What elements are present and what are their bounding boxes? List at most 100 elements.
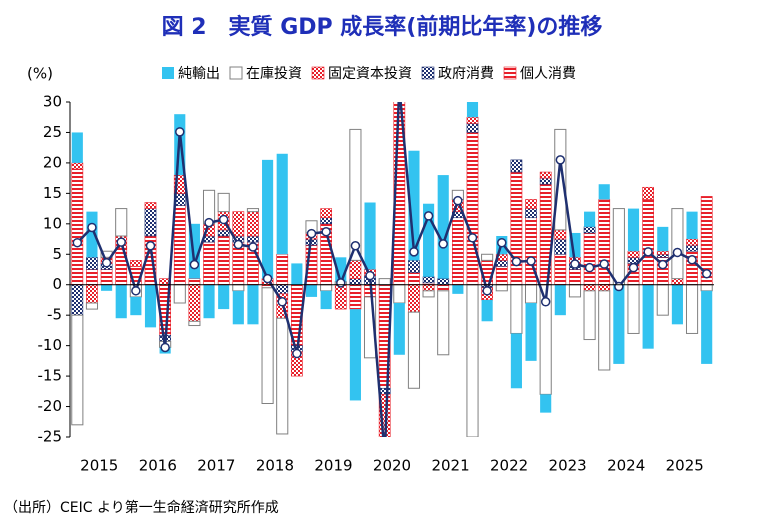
bar-segment	[320, 290, 332, 310]
bar-segment	[466, 102, 479, 118]
bar-segment	[408, 284, 420, 313]
bar-segment	[232, 211, 245, 237]
bar-segment	[524, 284, 538, 304]
bar-segment	[276, 253, 289, 286]
bar-segment	[540, 394, 552, 413]
bar-segment	[437, 284, 450, 292]
bar-segment	[642, 284, 654, 349]
bar-segment	[305, 284, 318, 297]
bar-segment	[393, 284, 406, 304]
bar-segment	[247, 284, 259, 325]
total-marker	[101, 258, 112, 268]
bar-segment	[495, 284, 508, 292]
bar-segment	[71, 132, 83, 163]
total-marker	[438, 239, 448, 249]
bar-segment	[569, 269, 581, 286]
y-tick-label: 10	[43, 214, 62, 232]
bar-segment	[378, 394, 391, 437]
bar-segment	[203, 284, 215, 319]
y-tick-label: -20	[38, 397, 63, 415]
total-marker	[526, 256, 536, 266]
total-marker	[204, 217, 214, 228]
bar-segment	[276, 284, 289, 295]
x-tick-label: 2021	[431, 457, 469, 475]
bar-segment	[86, 284, 98, 304]
bar-segment	[598, 284, 611, 292]
bar-segment	[276, 153, 288, 255]
y-tick-label: 20	[43, 153, 62, 171]
bar-segment	[686, 238, 698, 246]
x-tick-label: 2019	[314, 457, 352, 475]
bar-segment	[437, 175, 449, 279]
bar-segment	[437, 290, 450, 356]
total-marker	[453, 195, 463, 206]
bar-segment	[218, 284, 230, 310]
bar-segment	[291, 263, 303, 285]
bar-segment	[452, 217, 464, 286]
bar-segment	[188, 223, 200, 279]
bar-segment	[217, 229, 230, 237]
bar-segment	[100, 269, 113, 286]
total-marker	[350, 240, 361, 251]
bar-segment	[86, 257, 98, 270]
bar-segment	[144, 202, 157, 209]
bar-segment	[335, 257, 347, 282]
bar-segment	[203, 241, 215, 286]
bar-segment	[130, 296, 142, 316]
x-tick-label: 2017	[197, 457, 235, 475]
total-marker	[336, 278, 346, 288]
total-marker	[584, 262, 595, 273]
bar-segment	[598, 290, 611, 371]
bar-segment	[101, 284, 113, 291]
y-tick-label: -25	[38, 428, 63, 446]
bar-segment	[627, 284, 640, 334]
bar-segment	[173, 205, 186, 286]
y-axis-label: (%)	[27, 65, 53, 83]
bar-segment	[408, 272, 420, 286]
bar-segment	[422, 290, 435, 298]
bar-segment	[657, 226, 669, 252]
bar-segment	[422, 284, 435, 292]
bar-segment	[627, 250, 640, 258]
bar-segment	[173, 284, 186, 304]
bar-segment	[71, 168, 84, 286]
bar-segment	[700, 284, 713, 292]
bar-segment	[583, 232, 596, 286]
bar-segment	[569, 232, 581, 258]
y-tick-label: 30	[43, 93, 62, 111]
bar-segment	[261, 287, 274, 405]
total-marker	[643, 247, 653, 257]
bar-segment	[217, 235, 230, 286]
bar-segment	[232, 290, 244, 325]
total-marker	[687, 255, 697, 265]
bar-segment	[627, 208, 640, 252]
bar-segment	[481, 299, 493, 322]
bar-segment	[466, 132, 479, 286]
legend-label: 純輸出	[178, 66, 220, 82]
total-marker	[570, 259, 580, 269]
bar-segment	[349, 309, 361, 401]
bar-segment	[188, 284, 201, 322]
x-tick-label: 2023	[549, 457, 587, 475]
bar-segment	[466, 116, 479, 124]
bar-segment	[685, 284, 699, 334]
y-tick-label: -10	[38, 336, 63, 354]
x-tick-label: 2020	[373, 457, 411, 475]
total-marker	[365, 270, 375, 281]
bar-segment	[232, 284, 245, 292]
total-marker	[321, 226, 331, 237]
bar-segment	[583, 290, 596, 341]
bar-segment	[217, 192, 230, 213]
bar-segment	[510, 171, 523, 286]
bar-segment	[407, 311, 421, 389]
total-marker	[306, 228, 317, 239]
bar-segment	[349, 260, 362, 279]
x-tick-label: 2025	[666, 457, 704, 475]
total-marker	[160, 342, 170, 353]
legend-swatch	[162, 67, 174, 79]
bar-segment	[525, 208, 537, 219]
bar-segment	[701, 290, 713, 364]
bar-segment	[247, 235, 259, 243]
chart-title: 図 2 実質 GDP 成長率(前期比年率)の推移	[162, 14, 603, 40]
